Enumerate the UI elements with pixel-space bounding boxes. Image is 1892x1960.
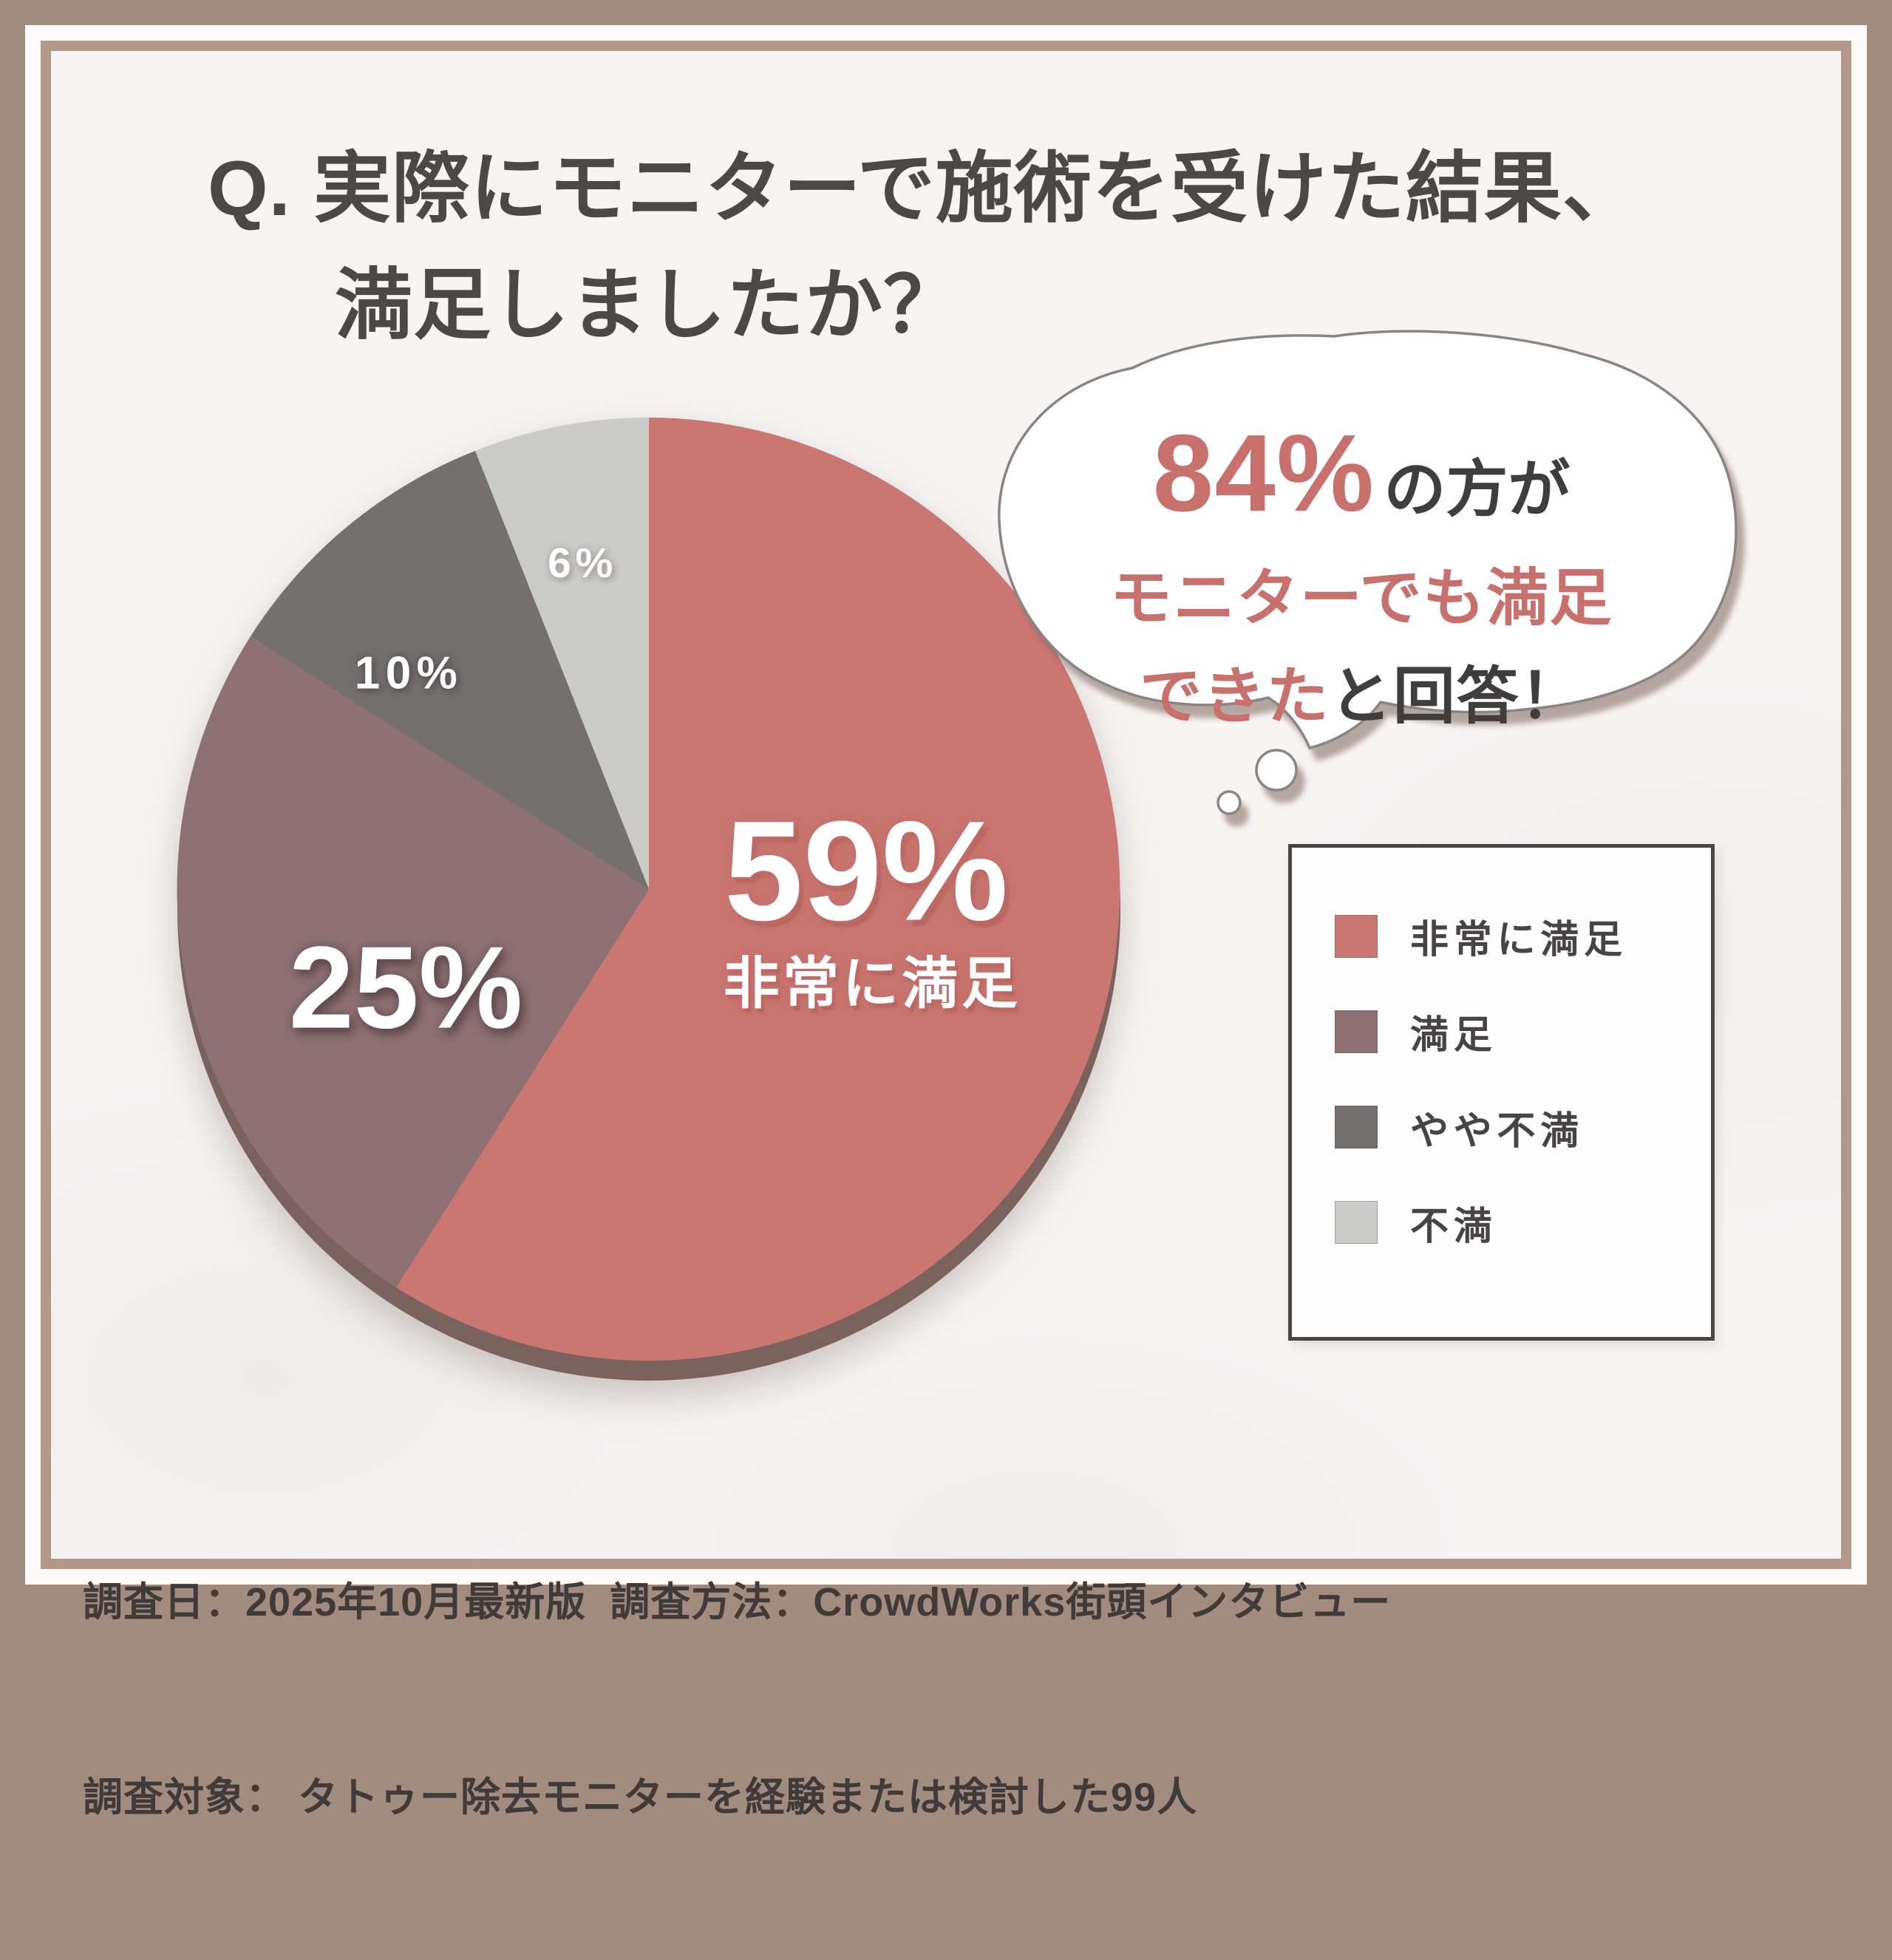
callout-line-3: できたと回答！: [1036, 647, 1687, 736]
pie-label-very-satisfied-value: 59%: [724, 791, 1009, 950]
title-line-1: Q. 実際にモニターで施術を受けた結果、: [208, 146, 1641, 232]
legend-swatch-somewhat-dissatisfied: [1335, 1106, 1378, 1149]
survey-note-line-2: 調査対象： タトゥー除去モニターを経験または検討した99人: [83, 1775, 1198, 1820]
callout-text: 84% の方が モニターでも満足 できたと回答！: [1036, 411, 1687, 736]
callout-line-1: 84% の方が: [1036, 411, 1687, 537]
pie-slice-somewhat-dissatisfied: [251, 451, 649, 889]
legend-item-somewhat-dissatisfied: やや不満: [1335, 1100, 1689, 1155]
pie-chart: [177, 418, 1120, 1381]
thought-bubble-dot-small: [1216, 790, 1242, 815]
callout-line-3-emphasis: できた: [1140, 661, 1330, 731]
thought-bubble-dot-large: [1255, 749, 1298, 792]
thought-bubble: [998, 330, 1738, 815]
callout-after-stat: の方が: [1384, 455, 1571, 524]
pie-label-very-satisfied-name: 非常に満足: [723, 953, 1021, 1015]
legend-label: 非常に満足: [1410, 919, 1627, 962]
pie-slice-dissatisfied: [475, 418, 649, 889]
title-line-2: 満足しましたか？: [335, 262, 962, 349]
pie-chart-scene: [177, 330, 1738, 1381]
speech-bubble-shape: [998, 330, 1738, 750]
legend-label: やや不満: [1410, 1109, 1585, 1153]
pie-slice-satisfied: [177, 636, 649, 1287]
legend-swatch-satisfied: [1335, 1010, 1378, 1053]
callout-line-2: モニターでも満足: [1109, 563, 1613, 633]
legend-item-dissatisfied: 不満: [1335, 1195, 1689, 1250]
callout-line-3-rest: と回答！: [1330, 661, 1583, 731]
callout-stat: 84%: [1152, 412, 1375, 534]
survey-note-line-1: 調査日：2025年10月最新版 調査方法：CrowdWorks街頭インタビュー: [83, 1580, 1392, 1625]
legend-item-satisfied: 満足: [1335, 1004, 1689, 1059]
pie-label-satisfied-value: 25%: [288, 922, 523, 1053]
legend-swatch-very-satisfied: [1335, 914, 1378, 958]
survey-notes: 調査日：2025年10月最新版 調査方法：CrowdWorks街頭インタビュー …: [83, 1440, 1391, 1960]
pie-label-somewhat-dissatisfied-value: 10%: [354, 647, 463, 699]
pie-label-dissatisfied-value: 6%: [548, 540, 617, 587]
legend-swatch-dissatisfied: [1335, 1201, 1378, 1245]
legend-item-very-satisfied: 非常に満足: [1335, 908, 1689, 964]
infographic-canvas: Q. 実際にモニターで施術を受けた結果、 満足しましたか？ 59% 非常に満足 …: [25, 25, 1867, 1820]
pie-slice-very-satisfied: [396, 418, 1120, 1361]
legend-label: 不満: [1410, 1205, 1497, 1248]
legend-label: 満足: [1410, 1014, 1497, 1058]
chart-legend: 非常に満足 満足 やや不満 不満: [1288, 844, 1715, 1341]
page-title: Q. 実際にモニターで施術を受けた結果、 満足しましたか？: [208, 131, 1641, 364]
